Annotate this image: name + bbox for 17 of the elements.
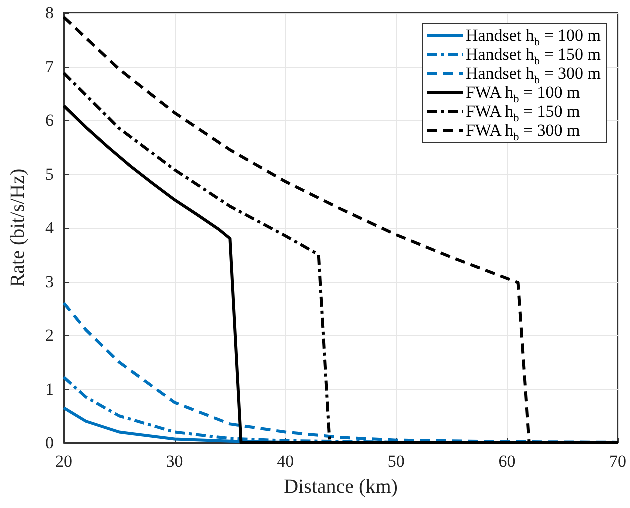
x-axis-title: Distance (km) [284,476,398,498]
y-tick-label: 0 [46,434,54,452]
x-tick-label: 40 [277,452,294,471]
y-tick-label: 6 [46,111,54,130]
y-tick-label: 1 [46,380,54,399]
x-tick-label: 20 [56,452,72,471]
x-tick-label: 30 [166,452,184,471]
y-tick-label: 2 [46,326,54,345]
y-tick-label: 4 [46,218,54,238]
y-tick-label: 8 [46,4,54,22]
y-tick-label: 5 [46,164,54,184]
y-tick-label: 7 [46,57,54,76]
x-tick-label: 50 [388,452,405,471]
y-axis-title: Rate (bit/s/Hz) [7,168,29,288]
x-tick-label: 70 [610,452,626,471]
y-tick-label: 3 [46,272,54,292]
x-tick-label: 60 [498,452,516,471]
